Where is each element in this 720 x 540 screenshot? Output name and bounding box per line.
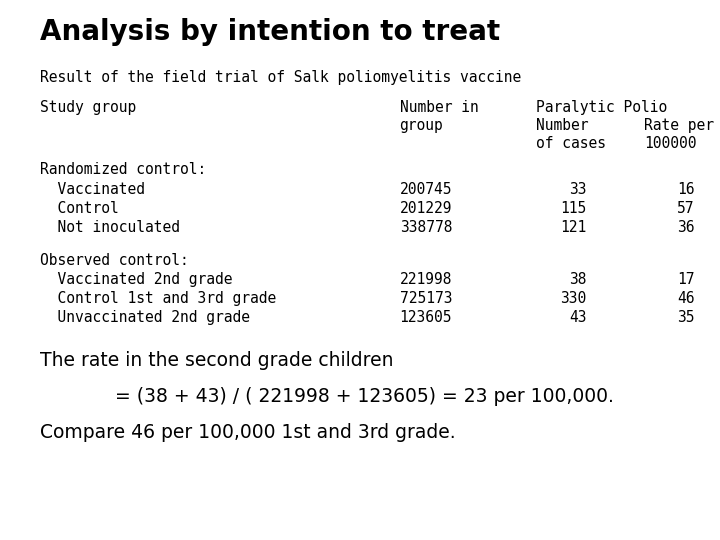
Text: Analysis by intention to treat: Analysis by intention to treat [40, 18, 500, 46]
Text: 35: 35 [678, 310, 695, 325]
Text: 46: 46 [678, 291, 695, 306]
Text: Not inoculated: Not inoculated [40, 220, 179, 235]
Text: 123605: 123605 [400, 310, 452, 325]
Text: Number: Number [536, 118, 589, 133]
Text: 16: 16 [678, 182, 695, 197]
Text: 57: 57 [678, 201, 695, 216]
Text: 338778: 338778 [400, 220, 452, 235]
Text: Control 1st and 3rd grade: Control 1st and 3rd grade [40, 291, 276, 306]
Text: group: group [400, 118, 444, 133]
Text: Number in: Number in [400, 100, 478, 115]
Text: of cases: of cases [536, 136, 606, 151]
Text: 38: 38 [570, 272, 587, 287]
Text: Result of the field trial of Salk poliomyelitis vaccine: Result of the field trial of Salk poliom… [40, 70, 521, 85]
Text: 121: 121 [561, 220, 587, 235]
Text: 115: 115 [561, 201, 587, 216]
Text: Observed control:: Observed control: [40, 253, 189, 268]
Text: 725173: 725173 [400, 291, 452, 306]
Text: Paralytic Polio: Paralytic Polio [536, 100, 667, 115]
Text: 201229: 201229 [400, 201, 452, 216]
Text: Rate per: Rate per [644, 118, 714, 133]
Text: The rate in the second grade children: The rate in the second grade children [40, 351, 393, 370]
Text: Vaccinated: Vaccinated [40, 182, 145, 197]
Text: 17: 17 [678, 272, 695, 287]
Text: Unvaccinated 2nd grade: Unvaccinated 2nd grade [40, 310, 250, 325]
Text: 43: 43 [570, 310, 587, 325]
Text: 330: 330 [561, 291, 587, 306]
Text: = (38 + 43) / ( 221998 + 123605) = 23 per 100,000.: = (38 + 43) / ( 221998 + 123605) = 23 pe… [115, 387, 614, 406]
Text: 36: 36 [678, 220, 695, 235]
Text: 33: 33 [570, 182, 587, 197]
Text: 221998: 221998 [400, 272, 452, 287]
Text: 100000: 100000 [644, 136, 697, 151]
Text: Vaccinated 2nd grade: Vaccinated 2nd grade [40, 272, 232, 287]
Text: Compare 46 per 100,000 1st and 3rd grade.: Compare 46 per 100,000 1st and 3rd grade… [40, 423, 455, 442]
Text: Randomized control:: Randomized control: [40, 162, 206, 177]
Text: Study group: Study group [40, 100, 136, 115]
Text: 200745: 200745 [400, 182, 452, 197]
Text: Control: Control [40, 201, 118, 216]
